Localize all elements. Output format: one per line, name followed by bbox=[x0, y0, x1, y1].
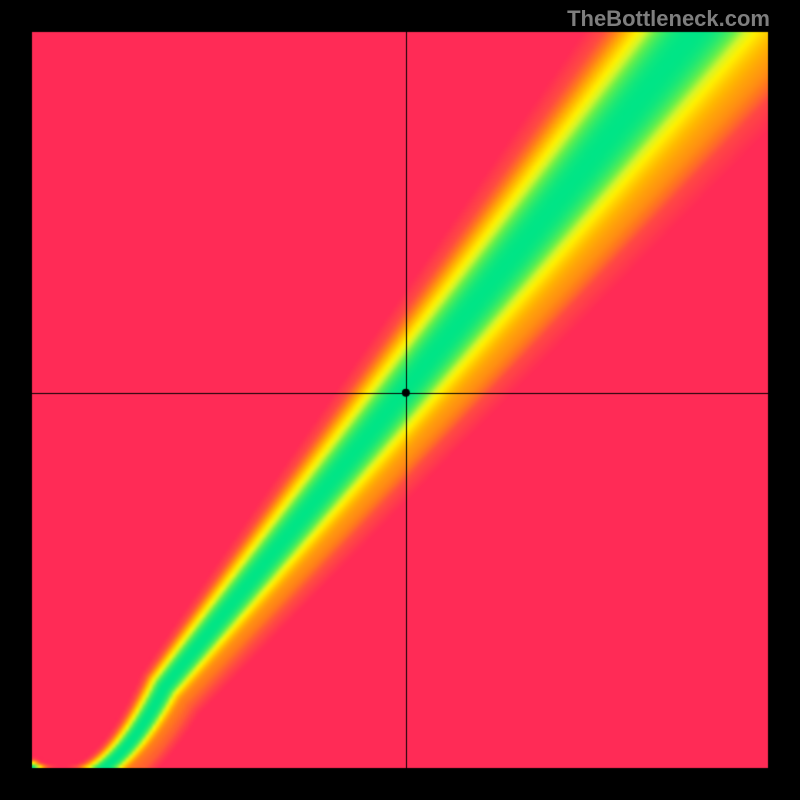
watermark-text: TheBottleneck.com bbox=[567, 6, 770, 32]
bottleneck-heatmap bbox=[0, 0, 800, 800]
